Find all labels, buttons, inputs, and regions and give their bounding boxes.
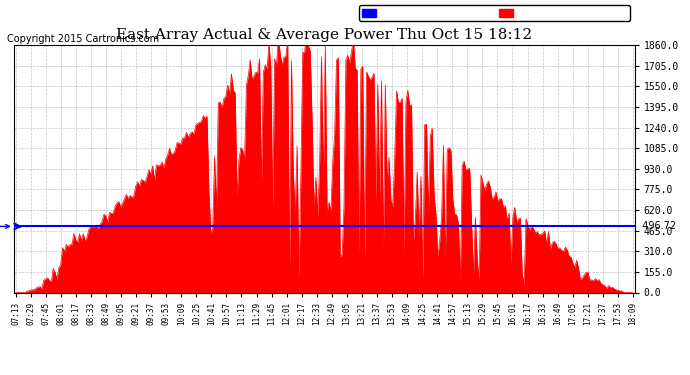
Text: 496.72: 496.72 bbox=[636, 221, 676, 231]
Text: Copyright 2015 Cartronics.com: Copyright 2015 Cartronics.com bbox=[7, 34, 159, 44]
Text: 496.72: 496.72 bbox=[0, 221, 10, 231]
Legend: Average  (DC Watts), East Array  (DC Watts): Average (DC Watts), East Array (DC Watts… bbox=[359, 5, 630, 21]
Title: East Array Actual & Average Power Thu Oct 15 18:12: East Array Actual & Average Power Thu Oc… bbox=[116, 28, 533, 42]
